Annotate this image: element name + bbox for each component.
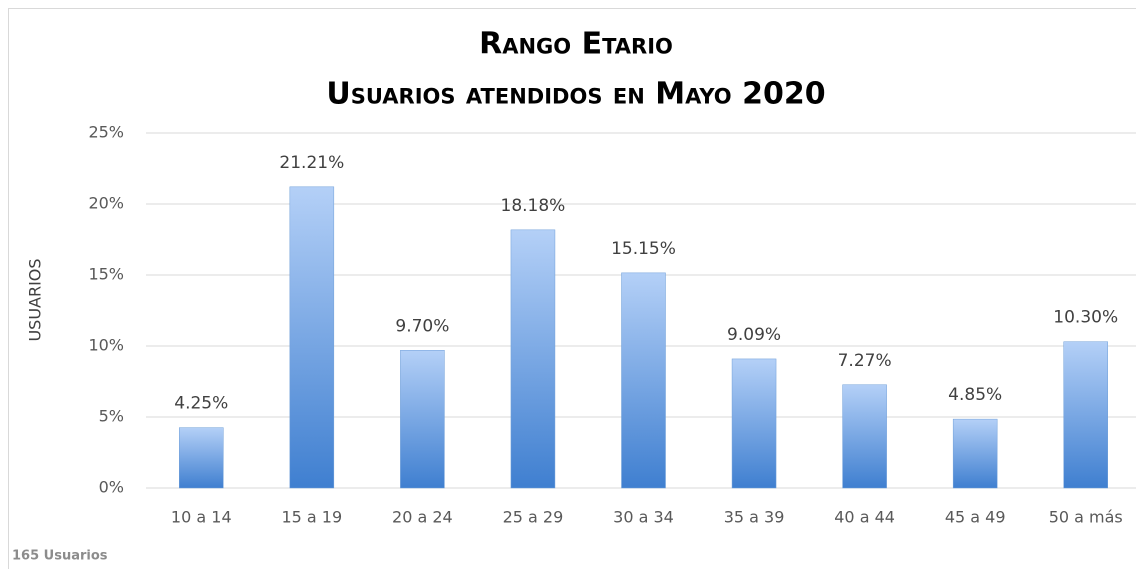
data-label: 4.25%	[174, 394, 228, 414]
x-tick-label: 50 a más	[1049, 508, 1123, 527]
x-tick-label: 25 a 29	[503, 508, 564, 527]
data-label: 15.15%	[611, 239, 676, 259]
y-tick-label: 15%	[88, 265, 124, 284]
x-tick-label: 15 a 19	[281, 508, 342, 527]
bar	[289, 186, 335, 489]
y-tick-label: 5%	[99, 407, 124, 426]
bar	[1063, 341, 1108, 489]
data-label: 18.18%	[501, 196, 566, 216]
x-tick-label: 40 a 44	[834, 508, 895, 527]
data-label: 4.85%	[948, 385, 1002, 405]
x-tick-label: 20 a 24	[392, 508, 453, 527]
y-tick-label: 0%	[99, 478, 124, 497]
y-tick-label: 10%	[88, 336, 124, 355]
x-tick-label: 10 a 14	[171, 508, 232, 527]
bar	[400, 350, 445, 489]
bar	[842, 384, 887, 489]
bar	[731, 358, 777, 489]
x-tick-label: 45 a 49	[945, 508, 1006, 527]
bar	[510, 229, 556, 489]
x-tick-label: 30 a 34	[613, 508, 674, 527]
data-label: 10.30%	[1053, 308, 1118, 328]
y-axis-label: USUARIOS	[26, 258, 45, 341]
data-label: 21.21%	[279, 153, 344, 173]
x-tick-label: 35 a 39	[724, 508, 785, 527]
chart-subtitle: Usuarios atendidos en Mayo 2020	[326, 77, 825, 112]
bar	[952, 418, 998, 489]
data-label: 7.27%	[838, 351, 892, 371]
bar	[621, 272, 666, 489]
data-label: 9.09%	[727, 325, 781, 345]
data-label: 9.70%	[395, 316, 449, 336]
chart-title: Rango Etario	[479, 27, 673, 62]
y-tick-label: 25%	[88, 123, 124, 142]
bar	[179, 427, 224, 489]
y-tick-label: 20%	[88, 194, 124, 213]
footnote: 165 Usuarios	[12, 549, 108, 564]
